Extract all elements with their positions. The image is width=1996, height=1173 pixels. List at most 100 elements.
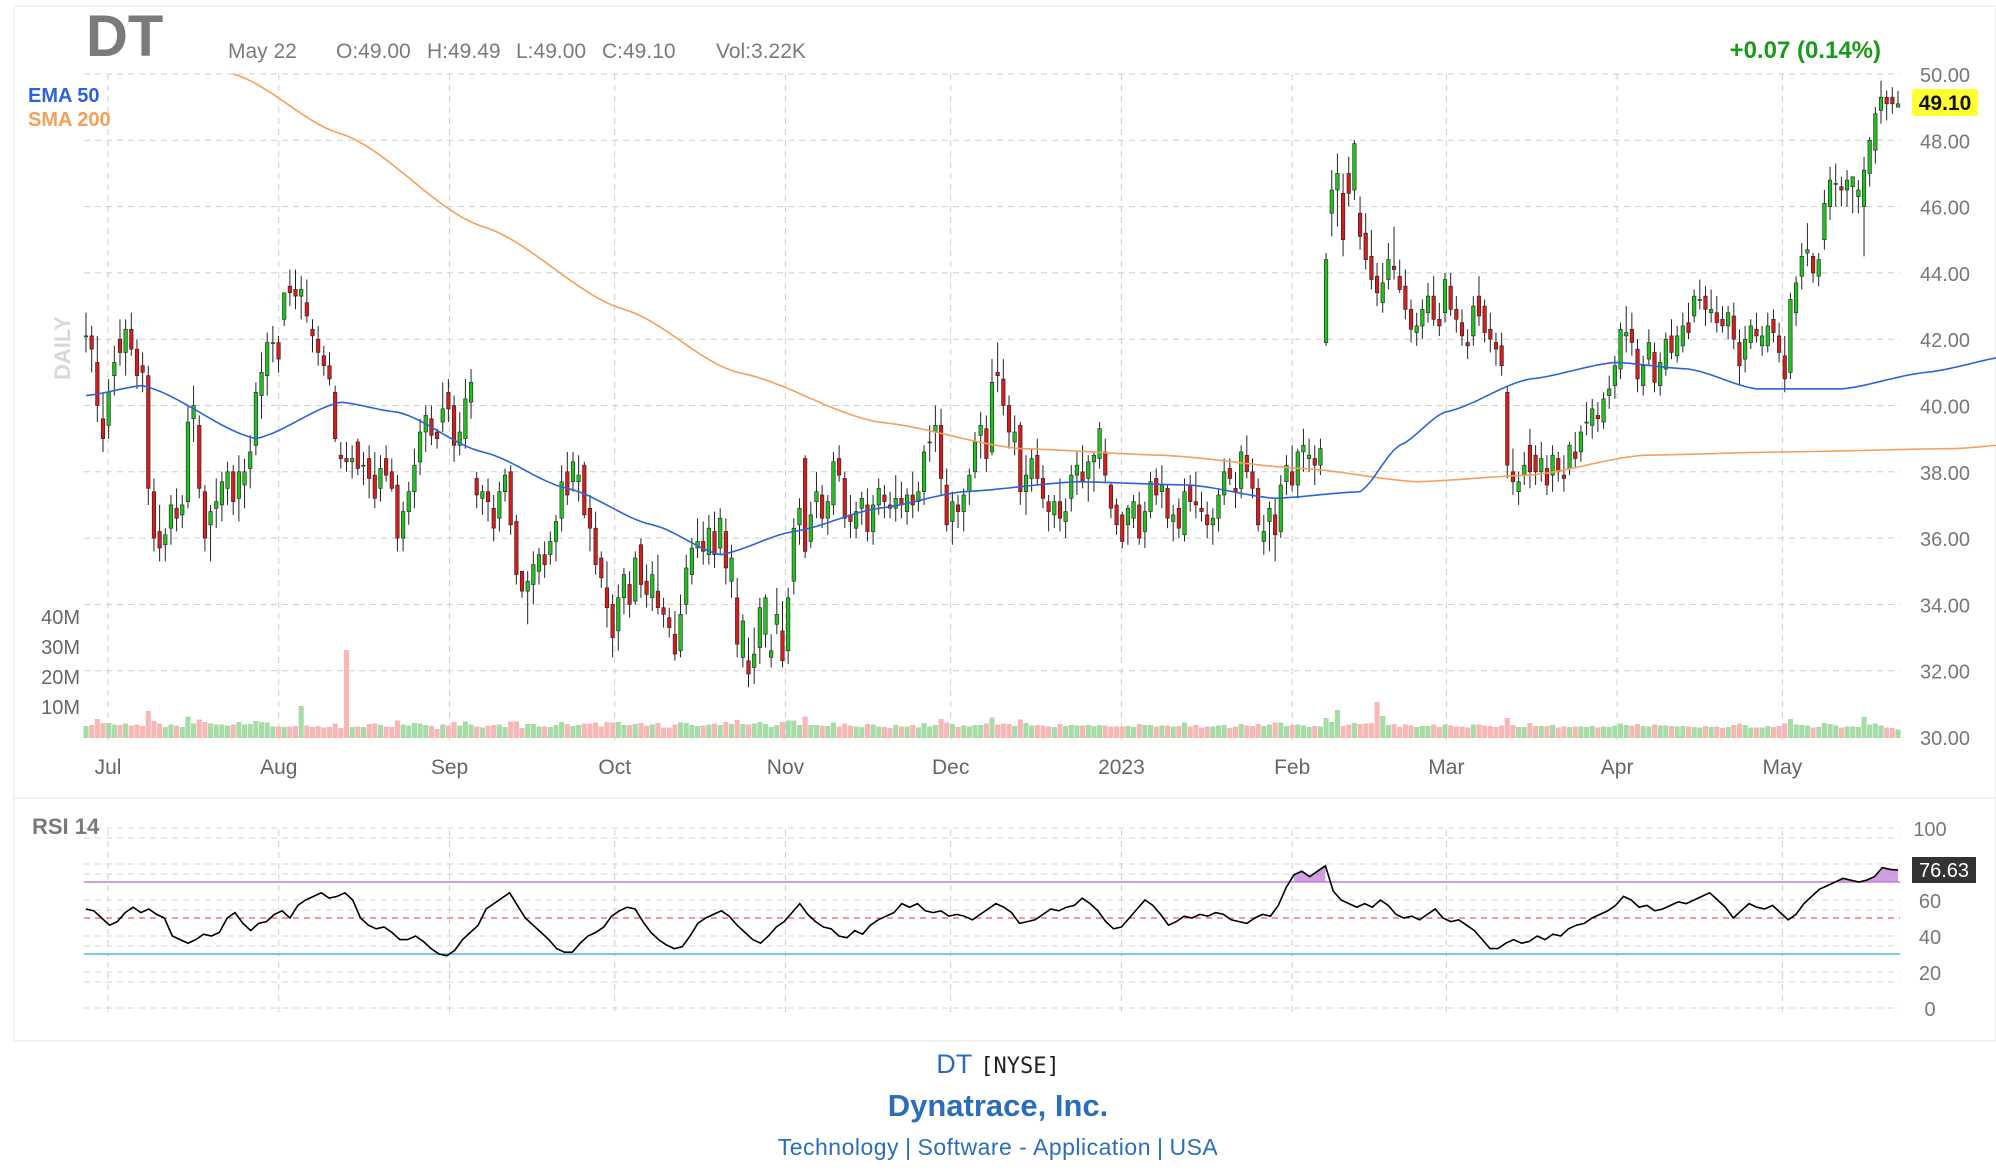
country-link[interactable]: USA — [1169, 1134, 1219, 1160]
volume-bar — [774, 725, 780, 738]
volume-bar — [1148, 725, 1154, 738]
rsi-title: RSI 14 — [32, 814, 100, 839]
volume-bar — [270, 726, 276, 738]
candlestick — [1714, 296, 1719, 333]
volume-bar — [1595, 727, 1601, 738]
candlestick — [1895, 90, 1901, 108]
footer-symbol-link[interactable]: DT — [936, 1049, 973, 1079]
candlestick — [276, 335, 281, 373]
candlestick — [1567, 441, 1572, 476]
candlestick — [480, 485, 485, 515]
candlestick — [117, 319, 123, 366]
volume-bar — [1691, 727, 1697, 738]
candlestick — [191, 385, 196, 442]
volume-bar — [519, 728, 525, 738]
industry-link[interactable]: Software - Application — [917, 1134, 1151, 1160]
volume-bar — [1176, 726, 1182, 738]
volume-bar — [1651, 724, 1658, 738]
candlestick — [514, 514, 519, 585]
candlestick — [502, 468, 508, 502]
candlestick — [327, 352, 332, 386]
price-tick-label: 32.00 — [1920, 662, 1970, 684]
rsi-value-badge — [1912, 857, 1976, 883]
candlestick — [1488, 312, 1493, 353]
candlestick — [955, 495, 961, 529]
volume-bar — [1108, 726, 1114, 738]
volume-bar — [1283, 726, 1289, 738]
volume-bar — [796, 725, 803, 738]
volume-bar — [1889, 728, 1895, 738]
volume-bar — [1861, 717, 1867, 738]
candlestick — [1391, 226, 1397, 280]
volume-bar — [1012, 726, 1018, 738]
candlestick — [151, 478, 157, 552]
volume-bar — [451, 722, 457, 738]
volume-bar — [870, 724, 876, 738]
volume-bar — [1374, 702, 1380, 738]
candlestick — [763, 594, 768, 648]
last-price-badge — [1912, 89, 1978, 116]
candlestick — [627, 571, 632, 618]
candlestick — [457, 412, 462, 456]
candlestick — [1867, 136, 1872, 187]
price-tick-label: 34.00 — [1920, 595, 1970, 617]
candlestick — [214, 478, 219, 529]
volume-bar — [938, 719, 944, 738]
volume-bar — [1063, 726, 1069, 738]
candlestick — [1103, 438, 1108, 482]
volume-bar — [1601, 726, 1607, 738]
volume-bar — [1748, 727, 1754, 738]
volume-bar — [768, 727, 774, 738]
volume-bar — [615, 722, 621, 738]
volume-bar — [1782, 723, 1788, 738]
candlestick — [1499, 332, 1504, 376]
volume-bar — [1046, 726, 1052, 738]
volume-bar — [1289, 725, 1295, 738]
candlestick — [1658, 352, 1663, 396]
separator: | — [1157, 1134, 1164, 1160]
candlestick — [1222, 458, 1227, 505]
candlestick — [695, 518, 700, 558]
candlestick — [1839, 176, 1844, 207]
candlestick — [1748, 319, 1753, 350]
company-name[interactable]: Dynatrace, Inc. — [887, 1088, 1109, 1123]
volume-bar — [915, 727, 921, 738]
volume-bar — [196, 719, 202, 738]
price-tick-label: 46.00 — [1920, 198, 1970, 220]
candlestick — [723, 518, 728, 585]
candlestick — [1743, 325, 1748, 373]
candlestick — [1108, 481, 1113, 519]
candlestick — [197, 415, 202, 499]
candlestick — [1448, 272, 1453, 316]
volume-bar — [1895, 729, 1901, 738]
chart-frame — [13, 5, 1996, 1042]
candlestick — [146, 365, 151, 505]
volume-bar — [978, 725, 984, 738]
volume-bar — [1238, 724, 1244, 738]
candlestick — [163, 528, 168, 562]
volume-bar — [485, 725, 491, 738]
volume-tick-label: 40M — [41, 607, 80, 629]
volume-bar — [434, 729, 440, 738]
sector-link[interactable]: Technology — [777, 1134, 900, 1160]
date-tick-label: 2023 — [1098, 756, 1145, 779]
volume-bar — [1029, 725, 1035, 738]
candlestick — [876, 478, 881, 515]
candlestick — [735, 577, 740, 658]
volume-bar — [1295, 724, 1301, 738]
candlestick — [882, 485, 887, 519]
candlestick — [435, 428, 440, 449]
candlestick — [1737, 329, 1742, 386]
candlestick — [310, 319, 315, 353]
candlestick — [1307, 438, 1312, 472]
candlestick — [865, 488, 870, 542]
candlestick — [1324, 253, 1329, 346]
volume-bar — [610, 722, 616, 738]
volume-bar — [842, 723, 848, 738]
candlestick — [967, 468, 972, 505]
candlestick — [350, 445, 355, 479]
candlestick — [95, 335, 100, 423]
volume-bar — [751, 723, 757, 738]
candlestick — [559, 465, 564, 532]
candlestick — [463, 378, 468, 449]
